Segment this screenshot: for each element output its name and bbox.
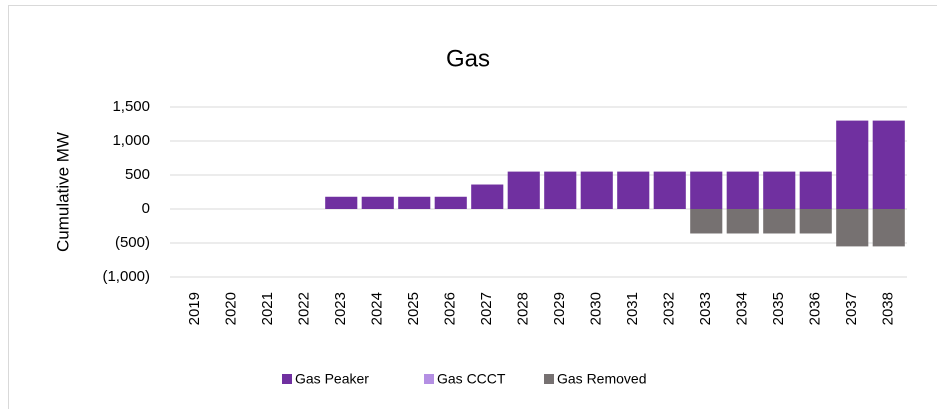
bar xyxy=(763,171,796,209)
x-tick-label: 2032 xyxy=(661,292,678,325)
bar xyxy=(325,196,358,209)
y-tick-label: (1,000) xyxy=(102,268,150,285)
x-tick-label: 2020 xyxy=(223,292,240,325)
x-tick-label: 2036 xyxy=(807,292,824,325)
bar xyxy=(398,196,431,209)
x-tick-label: 2033 xyxy=(697,292,714,325)
x-tick-label: 2019 xyxy=(186,292,203,325)
x-tick-label: 2028 xyxy=(515,292,532,325)
bar xyxy=(836,120,869,209)
x-tick-label: 2029 xyxy=(551,292,568,325)
legend-label: Gas CCCT xyxy=(437,371,506,387)
bar xyxy=(690,171,723,209)
bar xyxy=(690,209,723,234)
bar xyxy=(544,171,577,209)
bar xyxy=(507,171,540,209)
bar xyxy=(799,209,832,234)
x-tick-label: 2021 xyxy=(259,292,276,325)
bar xyxy=(617,171,650,209)
legend-label: Gas Peaker xyxy=(295,371,369,387)
y-tick-label: 0 xyxy=(142,200,150,217)
x-tick-label: 2037 xyxy=(843,292,860,325)
y-tick-label: (500) xyxy=(115,234,150,251)
chart-title: Gas xyxy=(446,45,490,72)
legend-label: Gas Removed xyxy=(557,371,646,387)
x-tick-label: 2027 xyxy=(478,292,495,325)
legend-swatch xyxy=(424,374,434,384)
bar xyxy=(799,171,832,209)
y-tick-label: 1,500 xyxy=(112,98,150,115)
y-tick-label: 500 xyxy=(125,166,150,183)
bar xyxy=(872,120,905,209)
bar xyxy=(872,209,905,247)
x-tick-label: 2024 xyxy=(369,292,386,325)
legend-swatch xyxy=(282,374,292,384)
x-tick-label: 2023 xyxy=(332,292,349,325)
x-tick-label: 2025 xyxy=(405,292,422,325)
bar xyxy=(726,171,759,209)
bar xyxy=(434,196,467,209)
bar xyxy=(726,209,759,234)
x-tick-label: 2022 xyxy=(296,292,313,325)
x-tick-label: 2035 xyxy=(770,292,787,325)
bar xyxy=(361,196,394,209)
legend-swatch xyxy=(544,374,554,384)
y-tick-label: 1,000 xyxy=(112,132,150,149)
x-tick-label: 2030 xyxy=(588,292,605,325)
bar xyxy=(653,171,686,209)
bar xyxy=(471,184,504,209)
y-axis-label: Cumulative MW xyxy=(53,132,72,252)
bar xyxy=(763,209,796,234)
x-tick-label: 2038 xyxy=(880,292,897,325)
x-tick-label: 2031 xyxy=(624,292,641,325)
chart-border xyxy=(8,5,937,409)
x-tick-label: 2034 xyxy=(734,292,751,325)
bar xyxy=(580,171,613,209)
bar xyxy=(836,209,869,247)
x-tick-label: 2026 xyxy=(442,292,459,325)
